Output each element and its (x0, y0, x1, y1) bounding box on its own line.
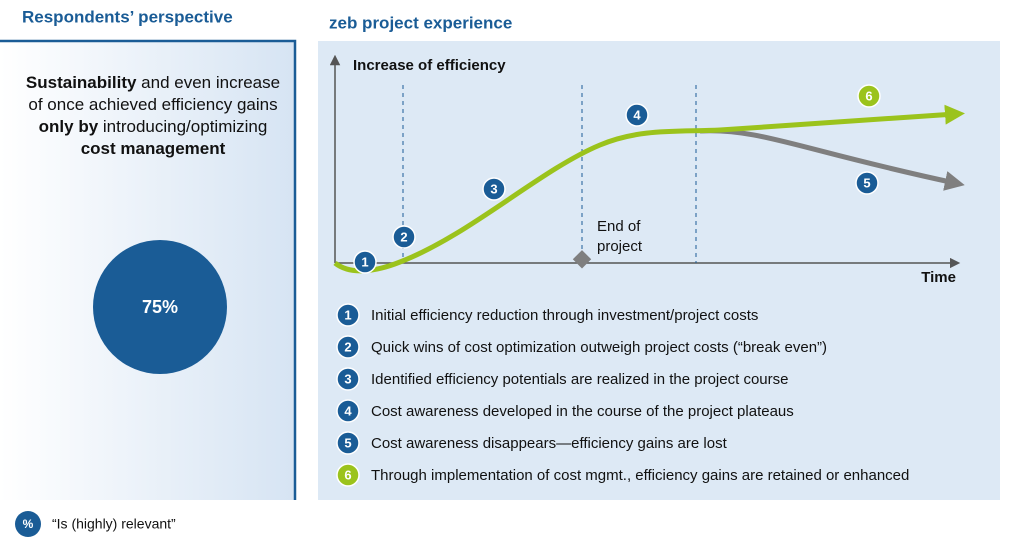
statement-run: only by (38, 117, 99, 136)
left-title: Respondents’ perspective (22, 7, 233, 26)
phase-marker-label: 6 (865, 88, 872, 103)
phase-marker-label: 4 (633, 107, 641, 122)
statement-run: Sustainability (25, 73, 137, 92)
legend-number: 5 (344, 435, 351, 450)
right-panel (318, 41, 1000, 500)
phase-marker (625, 103, 649, 127)
panel-border (0, 39, 297, 500)
legend-marker (336, 463, 360, 487)
phase-marker-label: 3 (490, 181, 497, 196)
legend-marker (336, 431, 360, 455)
key-circle (15, 511, 41, 537)
legend-number: 2 (344, 339, 351, 354)
phase-marker-label: 2 (400, 229, 407, 244)
legend-marker (336, 303, 360, 327)
statement-run: introducing/optimizing (98, 117, 268, 136)
annotation: End of (597, 218, 641, 235)
statement-run: cost management (80, 139, 226, 158)
share-circle (93, 240, 227, 374)
legend-text: Cost awareness disappears—efficiency gai… (371, 435, 728, 452)
legend-text: Through implementation of cost mgmt., ef… (371, 467, 909, 484)
y-axis-label: Increase of efficiency (353, 57, 506, 74)
share-label: 75% (142, 297, 178, 317)
legend-marker (336, 335, 360, 359)
legend-text: Quick wins of cost optimization outweigh… (371, 339, 827, 356)
phase-marker-label: 1 (361, 254, 368, 269)
end-diamond (572, 250, 592, 269)
phase-marker (857, 84, 881, 108)
legend-text: Initial efficiency reduction through inv… (371, 307, 758, 324)
legend-marker (336, 399, 360, 423)
legend-text: Identified efficiency potentials are rea… (371, 371, 788, 388)
statement-run: and even increase of once achieved effic… (28, 73, 281, 114)
legend-marker (336, 367, 360, 391)
legend-number: 4 (344, 403, 352, 418)
efficiency-curve (333, 104, 965, 274)
phase-marker (855, 171, 879, 195)
phase-dividers (402, 85, 697, 263)
key-text: “Is (highly) relevant” (52, 516, 176, 532)
legend-number: 1 (344, 307, 351, 322)
key-symbol: % (23, 517, 34, 531)
x-axis-label: Time (921, 269, 956, 286)
right-title: zeb project experience (329, 13, 512, 32)
phase-marker (353, 250, 377, 274)
phase-marker (482, 177, 506, 201)
legend-number: 3 (344, 371, 351, 386)
statement: Sustainability and even increase of once… (22, 72, 284, 160)
legend-number: 6 (344, 467, 351, 482)
phase-marker (392, 225, 416, 249)
phase-marker-label: 5 (863, 175, 870, 190)
legend-text: Cost awareness developed in the course o… (371, 403, 794, 420)
annotation: project (597, 238, 643, 255)
